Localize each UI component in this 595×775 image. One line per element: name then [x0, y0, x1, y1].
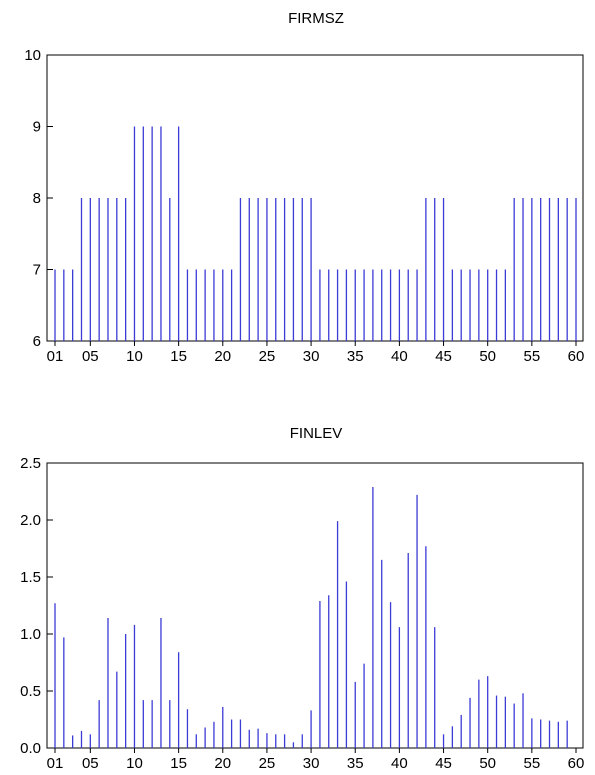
- x-tick-label: 55: [524, 348, 541, 365]
- x-tick-label: 40: [391, 348, 408, 365]
- x-tick-label: 15: [170, 348, 187, 365]
- x-tick-label: 60: [568, 348, 585, 365]
- x-tick-label: 05: [82, 348, 99, 365]
- series-firmsz: [54, 126, 577, 341]
- x-tick-label: 10: [126, 755, 143, 772]
- x-tick-label: 10: [126, 348, 143, 365]
- x-tick-label: 50: [479, 348, 496, 365]
- x-tick-label: 45: [435, 348, 452, 365]
- x-tick-label: 25: [259, 755, 276, 772]
- y-axis-firmsz: 6 7 8 9 10: [24, 47, 53, 350]
- x-tick-label: 35: [347, 755, 364, 772]
- y-tick-label: 7: [33, 262, 41, 279]
- x-tick-label: 20: [214, 348, 231, 365]
- chart-title-finlev: FINLEV: [290, 425, 343, 442]
- firmsz-panel: FIRMSZ 6 7 8 9 10 01 05 10 15 20 25 30 35 40 45 50 55 60: [24, 10, 584, 365]
- plot-frame-finlev: [46, 462, 584, 749]
- y-tick-label: 6: [33, 333, 41, 350]
- x-tick-label: 50: [479, 755, 496, 772]
- x-tick-label: 15: [170, 755, 187, 772]
- y-tick-label: 10: [24, 47, 41, 64]
- x-tick-label: 30: [303, 755, 320, 772]
- x-tick-label: 01: [47, 755, 64, 772]
- x-tick-label: 35: [347, 348, 364, 365]
- y-tick-label: 2.0: [20, 512, 41, 529]
- x-tick-label: 60: [568, 755, 585, 772]
- x-axis-finlev: 01 05 10 15 20 25 30 35 40 45 50 55 60: [47, 748, 585, 772]
- x-axis-firmsz: 01 05 10 15 20 25 30 35 40 45 50 55 60: [47, 341, 585, 365]
- x-tick-label: 20: [214, 755, 231, 772]
- y-tick-label: 1.0: [20, 626, 41, 643]
- x-tick-label: 01: [47, 348, 64, 365]
- chart-title-firmsz: FIRMSZ: [288, 10, 344, 27]
- x-tick-label: 05: [82, 755, 99, 772]
- y-tick-label: 2.5: [20, 455, 41, 472]
- y-tick-label: 9: [33, 119, 41, 136]
- series-finlev: [54, 486, 568, 748]
- y-axis-finlev: 0.0 0.5 1.0 1.5 2.0 2.5: [20, 455, 53, 757]
- x-tick-label: 30: [303, 348, 320, 365]
- x-tick-label: 40: [391, 755, 408, 772]
- y-tick-label: 1.5: [20, 569, 41, 586]
- x-tick-label: 25: [259, 348, 276, 365]
- y-tick-label: 0.0: [20, 740, 41, 757]
- y-tick-label: 8: [33, 190, 41, 207]
- x-tick-label: 55: [524, 755, 541, 772]
- finlev-panel: FINLEV 0.0 0.5 1.0 1.5 2.0 2.5 01 05 10 15 20 25 30…: [20, 425, 584, 772]
- x-tick-label: 45: [435, 755, 452, 772]
- y-tick-label: 0.5: [20, 683, 41, 700]
- plot-frame-firmsz: [46, 54, 584, 342]
